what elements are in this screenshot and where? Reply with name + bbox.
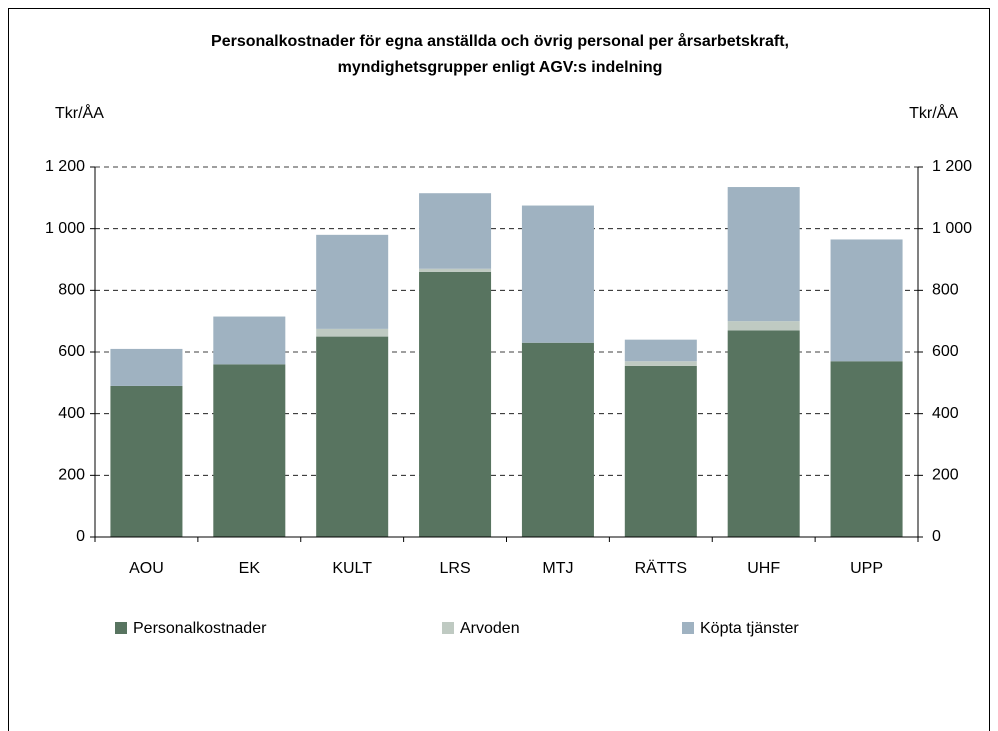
y-tick-label: 600 [58,343,85,360]
bar-segment [213,316,286,365]
bar-segment [830,239,903,362]
bar-segment [110,385,183,537]
y2-tick-label: 1 200 [932,158,972,175]
bar-segment [419,268,492,272]
bar-segment [727,187,800,322]
y2-tick-label: 1 000 [932,220,972,237]
y2-tick-label: 400 [932,405,959,422]
bar-segment [110,348,183,386]
y-tick-label: 1 200 [45,158,85,175]
y2-tick-label: 800 [932,282,959,299]
y2-axis-title: Tkr/ÅA [909,103,958,122]
y-axis-title: Tkr/ÅA [55,103,104,122]
bar-segment [830,361,903,537]
bar-segment [213,364,286,537]
bar-segment [316,234,389,329]
x-tick-label: UPP [850,560,883,577]
x-tick-label: AOU [129,560,164,577]
y-tick-label: 1 000 [45,220,85,237]
bar-segment [419,271,492,537]
legend-swatch [682,622,694,634]
x-tick-label: MTJ [542,560,573,577]
y2-tick-label: 0 [932,528,941,545]
legend-label: Arvoden [460,620,520,637]
bar-segment [521,342,594,537]
bar-segment [624,365,697,537]
x-tick-label: RÄTTS [635,559,687,577]
x-tick-label: UHF [747,560,780,577]
bar-segment [624,361,697,366]
legend-label: Köpta tjänster [700,620,799,637]
legend-label: Personalkostnader [133,620,267,637]
legend-swatch [115,622,127,634]
y2-tick-label: 200 [932,467,959,484]
bar-segment [521,205,594,343]
bar-segment [727,330,800,537]
y2-tick-label: 600 [932,343,959,360]
y-tick-label: 400 [58,405,85,422]
y-tick-label: 0 [76,528,85,545]
x-tick-label: EK [239,560,261,577]
chart-title: myndighetsgrupper enligt AGV:s indelning [338,59,663,76]
bar-segment [624,339,697,362]
chart-title: Personalkostnader för egna anställda och… [211,32,789,50]
bar-segment [419,193,492,269]
y-tick-label: 200 [58,467,85,484]
x-tick-label: KULT [332,560,372,577]
bar-segment [316,336,389,537]
y-tick-label: 800 [58,282,85,299]
x-tick-label: LRS [440,560,471,577]
bar-segment [727,321,800,331]
legend-swatch [442,622,454,634]
bar-segment [316,328,389,337]
